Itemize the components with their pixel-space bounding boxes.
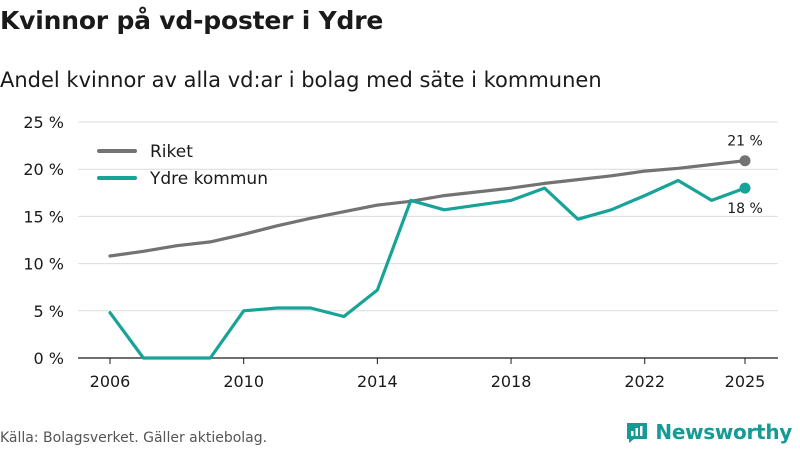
series-line-riket (108, 159, 747, 258)
y-tick-label: 25 % (23, 113, 64, 132)
y-tick-label: 10 % (23, 255, 64, 274)
legend-label: Ydre kommun (149, 169, 268, 189)
end-value-label: 21 % (727, 134, 763, 150)
x-tick-label: 2006 (90, 372, 131, 391)
brand-name: Newsworthy (655, 420, 792, 444)
series-line-ydre (108, 178, 747, 360)
series-end-point (739, 155, 751, 167)
chart-title: Kvinnor på vd-poster i Ydre (0, 6, 384, 35)
y-tick-label: 15 % (23, 207, 64, 226)
series-end-point (739, 182, 751, 194)
end-value-label: 18 % (727, 201, 763, 217)
chart-subtitle: Andel kvinnor av alla vd:ar i bolag med … (0, 68, 602, 92)
source-note: Källa: Bolagsverket. Gäller aktiebolag. (0, 430, 268, 446)
x-tick-label: 2014 (357, 372, 398, 391)
x-tick-label: 2010 (223, 372, 264, 391)
newsworthy-logo-icon (627, 423, 648, 443)
y-tick-label: 20 % (23, 160, 64, 179)
y-tick-label: 5 % (34, 302, 64, 321)
line-chart: 0 % 5 % 10 % 15 % 20 % 25 % 2006 2010 2014 2018 20… (23, 113, 778, 391)
x-tick-label: 2022 (624, 372, 665, 391)
brand-logo: Newsworthy (625, 420, 792, 444)
x-tick-label: 2018 (491, 372, 532, 391)
legend-label: Riket (150, 142, 193, 162)
x-tick-label: 2025 (725, 372, 766, 391)
y-tick-label: 0 % (34, 349, 64, 368)
